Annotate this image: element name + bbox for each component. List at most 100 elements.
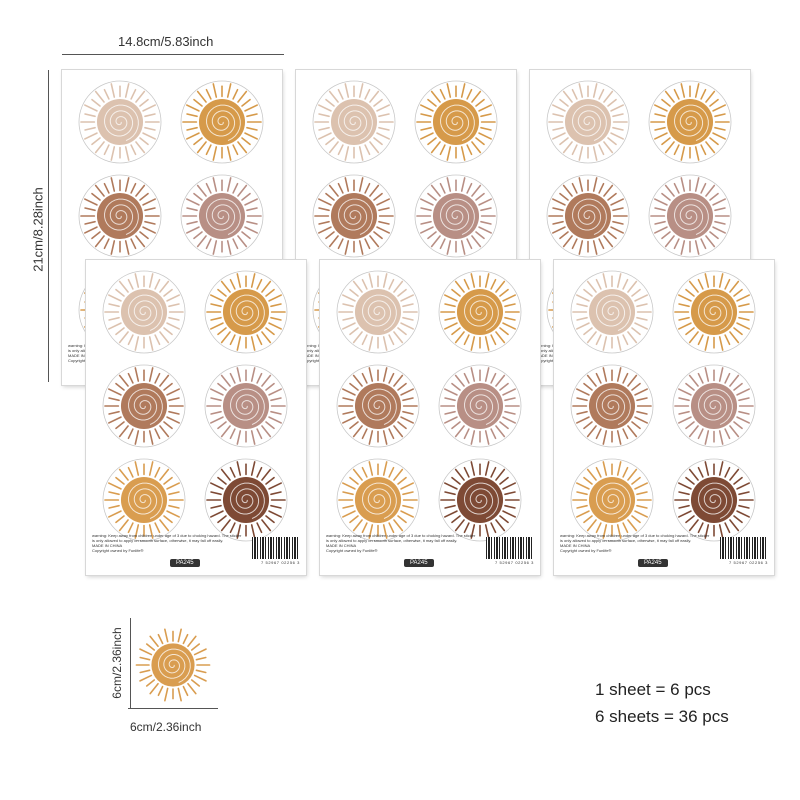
sun-ray bbox=[118, 374, 129, 387]
sun-ray bbox=[142, 132, 156, 140]
sun-ray bbox=[352, 468, 363, 481]
sun-ray bbox=[718, 524, 724, 539]
made-in-label: MADE IN CHINA bbox=[92, 543, 123, 548]
sun-ray bbox=[729, 331, 740, 344]
sun-ray bbox=[127, 334, 134, 346]
sun-ray bbox=[103, 182, 110, 194]
sticker-cutline bbox=[546, 174, 630, 258]
sun-ray bbox=[471, 184, 482, 197]
sun-ray bbox=[220, 374, 231, 387]
sun-ray bbox=[124, 240, 130, 255]
sun-ray bbox=[622, 428, 629, 440]
sun-ray bbox=[91, 137, 101, 146]
sun-ray bbox=[337, 182, 344, 194]
sun-ray bbox=[237, 184, 248, 197]
sun-ray bbox=[402, 316, 414, 321]
sun-ray bbox=[678, 416, 692, 424]
sun-ray bbox=[471, 90, 482, 103]
sun-ray bbox=[388, 278, 395, 290]
sun-ray bbox=[244, 226, 258, 234]
sun-ray bbox=[733, 288, 743, 297]
sun-ray bbox=[688, 519, 699, 532]
sun-ray bbox=[94, 184, 105, 197]
sun-ray bbox=[368, 430, 374, 445]
sun-ray bbox=[586, 519, 597, 532]
sun-ray bbox=[470, 273, 476, 288]
sun-ray bbox=[84, 198, 98, 206]
sun-ray bbox=[680, 240, 686, 255]
sheet-footer: warning: Keep away from children under a… bbox=[92, 533, 300, 569]
sun-spiral bbox=[464, 482, 499, 520]
sheet-sun-grid bbox=[336, 270, 522, 542]
sun-ray bbox=[634, 294, 648, 302]
sticker-cutline bbox=[180, 80, 264, 164]
sun-ray bbox=[439, 182, 446, 194]
sun-ray bbox=[504, 491, 516, 496]
sun-ray bbox=[118, 280, 129, 293]
sun-ray bbox=[420, 104, 434, 112]
sun-ray bbox=[471, 141, 482, 154]
sun-ray bbox=[134, 367, 140, 382]
sun-ray bbox=[373, 137, 383, 146]
sun-ray bbox=[261, 468, 272, 481]
sun-ray bbox=[108, 294, 122, 302]
sun-ray bbox=[724, 372, 731, 384]
sun-ray bbox=[388, 334, 395, 346]
sun-ray bbox=[210, 410, 222, 415]
sun-disc bbox=[120, 476, 168, 524]
sun-ray bbox=[664, 235, 675, 248]
sun-ray bbox=[610, 198, 624, 206]
sun-ray bbox=[193, 648, 207, 656]
sun-ray bbox=[480, 220, 492, 225]
sun-ray bbox=[159, 519, 170, 532]
sun-ray bbox=[495, 280, 506, 293]
sun-ray bbox=[236, 524, 242, 539]
sun-ray bbox=[678, 410, 690, 415]
sun-ray bbox=[688, 280, 699, 293]
sun-ray bbox=[636, 504, 648, 509]
sun-ray bbox=[148, 367, 154, 382]
sun-ray bbox=[130, 88, 137, 100]
sun-ray bbox=[186, 226, 200, 234]
sun-ray bbox=[685, 382, 695, 391]
sun-ray bbox=[631, 327, 641, 336]
sun-ray bbox=[583, 327, 593, 336]
sun-ray bbox=[729, 519, 740, 532]
sun-ray bbox=[446, 146, 452, 161]
sun-ray bbox=[182, 633, 189, 645]
sticker-cutline bbox=[672, 270, 756, 354]
sun-ray bbox=[268, 416, 282, 424]
sun-ray bbox=[193, 231, 203, 240]
sun-ray bbox=[318, 226, 332, 234]
sun-ray bbox=[108, 410, 120, 415]
barcode-icon bbox=[720, 537, 768, 559]
sun-ray bbox=[430, 141, 441, 154]
sun-ray bbox=[393, 331, 404, 344]
sun-ray bbox=[210, 416, 224, 424]
sun-ray bbox=[463, 428, 470, 440]
sun-ray bbox=[576, 482, 590, 490]
sun-spiral bbox=[230, 388, 265, 426]
sun-ray bbox=[495, 331, 506, 344]
warning-text: warning: Keep away from children under a… bbox=[326, 533, 476, 553]
sun-ray bbox=[261, 519, 272, 532]
sun-ray bbox=[733, 476, 743, 485]
sun-ray bbox=[118, 331, 129, 344]
sun-ray bbox=[736, 294, 750, 302]
sun-disc bbox=[588, 476, 636, 524]
sun-ray bbox=[595, 466, 602, 478]
sun-ray bbox=[499, 421, 509, 430]
sun-ray bbox=[718, 367, 724, 382]
sun-ray bbox=[616, 367, 622, 382]
sun-ray bbox=[397, 421, 407, 430]
sun-ray bbox=[364, 182, 371, 194]
sun-ray bbox=[402, 397, 414, 402]
sun-spiral bbox=[338, 104, 373, 142]
sun-ray bbox=[134, 430, 140, 445]
sun-ray bbox=[108, 303, 120, 308]
sun-ray bbox=[342, 416, 356, 424]
sun-ray bbox=[163, 382, 173, 391]
sun-ray bbox=[210, 397, 222, 402]
sun-ray bbox=[738, 303, 750, 308]
sticker-width-line bbox=[128, 708, 218, 709]
